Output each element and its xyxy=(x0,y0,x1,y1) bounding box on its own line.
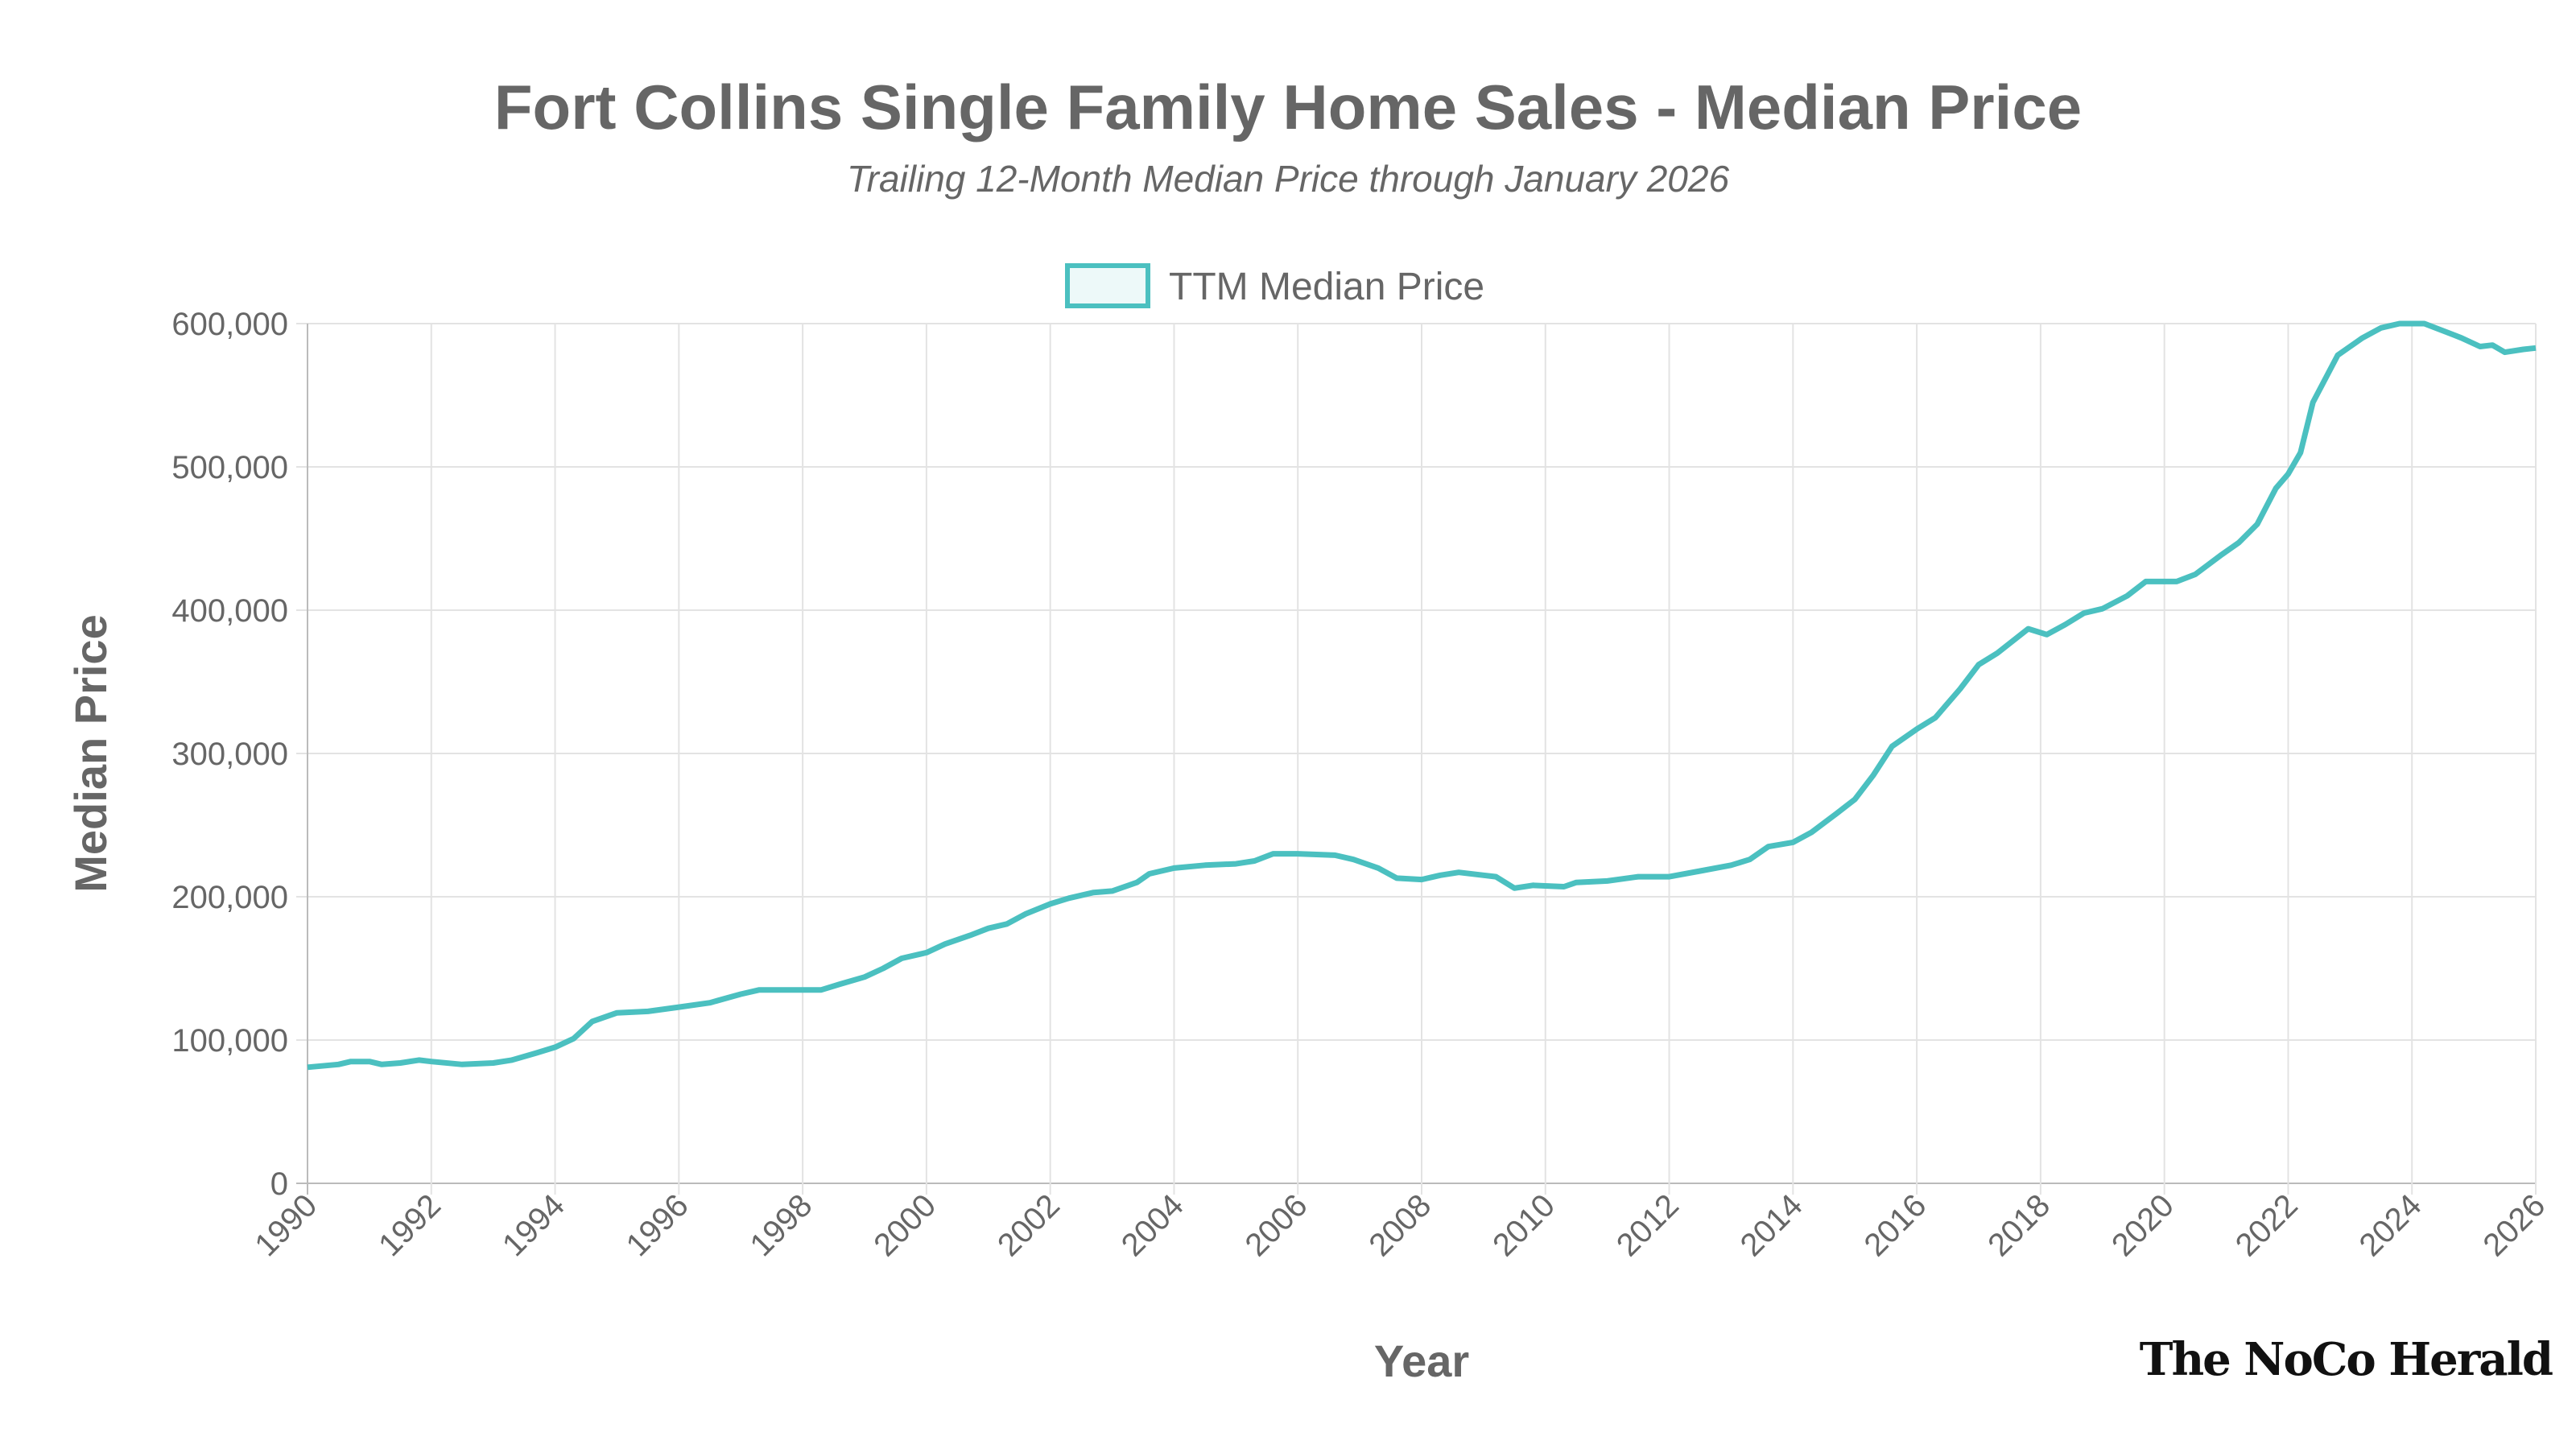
y-tick-label: 500,000 xyxy=(171,450,288,485)
x-tick-label: 2026 xyxy=(2476,1187,2552,1263)
legend-label: TTM Median Price xyxy=(1169,266,1484,308)
y-axis-title: Median Price xyxy=(65,614,116,892)
x-tick-label: 2012 xyxy=(1610,1187,1686,1263)
x-tick-label: 2004 xyxy=(1115,1187,1191,1263)
y-tick-label: 0 xyxy=(270,1166,288,1202)
x-axis-ticks: 1990 1992 1994 1996 1998 2000 2002 2004 2006 2008… xyxy=(248,1187,2552,1263)
grid xyxy=(296,323,2537,1195)
x-tick-label: 1992 xyxy=(372,1187,448,1263)
y-tick-label: 100,000 xyxy=(171,1023,288,1059)
x-tick-label: 1994 xyxy=(496,1187,572,1263)
y-tick-label: 200,000 xyxy=(171,880,288,915)
x-tick-label: 2006 xyxy=(1239,1187,1315,1263)
x-tick-label: 2000 xyxy=(867,1187,943,1263)
x-tick-label: 2024 xyxy=(2353,1187,2429,1263)
series-line-ttm-median-price xyxy=(307,320,2537,1071)
x-tick-label: 2008 xyxy=(1362,1187,1438,1263)
y-tick-label: 300,000 xyxy=(171,737,288,772)
noco-herald-logo: The NoCo Herald xyxy=(2140,1333,2553,1386)
x-tick-label: 2016 xyxy=(1857,1187,1933,1263)
x-tick-label: 2022 xyxy=(2229,1187,2305,1263)
legend-swatch xyxy=(1065,263,1150,308)
y-tick-label: 600,000 xyxy=(171,307,288,342)
chart-subtitle: Trailing 12-Month Median Price through J… xyxy=(847,158,1730,200)
y-tick-label: 400,000 xyxy=(171,593,288,629)
x-tick-label: 2020 xyxy=(2105,1187,2181,1263)
x-axis-title: Year xyxy=(1374,1335,1469,1386)
x-tick-label: 2010 xyxy=(1486,1187,1562,1263)
y-axis-ticks: 0 100,000 200,000 300,000 400,000 500,000 600,… xyxy=(171,307,288,1202)
legend[interactable]: TTM Median Price xyxy=(1065,263,1484,308)
x-tick-label: 2014 xyxy=(1734,1187,1810,1263)
x-tick-label: 1996 xyxy=(620,1187,696,1263)
x-tick-label: 2002 xyxy=(991,1187,1067,1263)
chart-title: Fort Collins Single Family Home Sales - … xyxy=(494,72,2082,142)
x-tick-label: 1998 xyxy=(743,1187,819,1263)
x-tick-label: 2018 xyxy=(1981,1187,2057,1263)
